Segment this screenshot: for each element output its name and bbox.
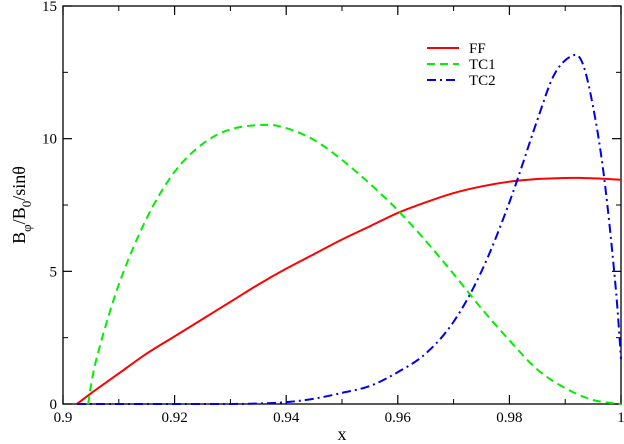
series-lines (76, 53, 622, 406)
y-axis-label: Bφ/B0/sinθ (9, 166, 34, 244)
x-tick-label: 0.94 (273, 410, 300, 426)
series-line-tc1 (87, 123, 622, 405)
legend-label-tc1: TC1 (469, 57, 496, 73)
series-line-ff (76, 176, 622, 405)
x-axis-label: x (338, 424, 347, 444)
x-tick-label: 0.92 (161, 410, 187, 426)
legend-label-ff: FF (469, 41, 486, 57)
x-tick-label: 0.96 (385, 410, 412, 426)
x-tick-label: 0.9 (54, 410, 73, 426)
plot-frame (62, 5, 622, 405)
x-tick-label: 1 (617, 410, 624, 426)
legend-label-tc2: TC2 (469, 73, 496, 89)
y-tick-label: 5 (50, 264, 58, 280)
y-tick-label: 15 (42, 0, 57, 15)
series-line-tc2 (76, 53, 622, 406)
x-tick-label: 0.98 (496, 410, 522, 426)
y-tick-label: 10 (42, 132, 57, 148)
y-tick-label: 0 (50, 397, 58, 413)
axis-ticks (62, 5, 622, 405)
